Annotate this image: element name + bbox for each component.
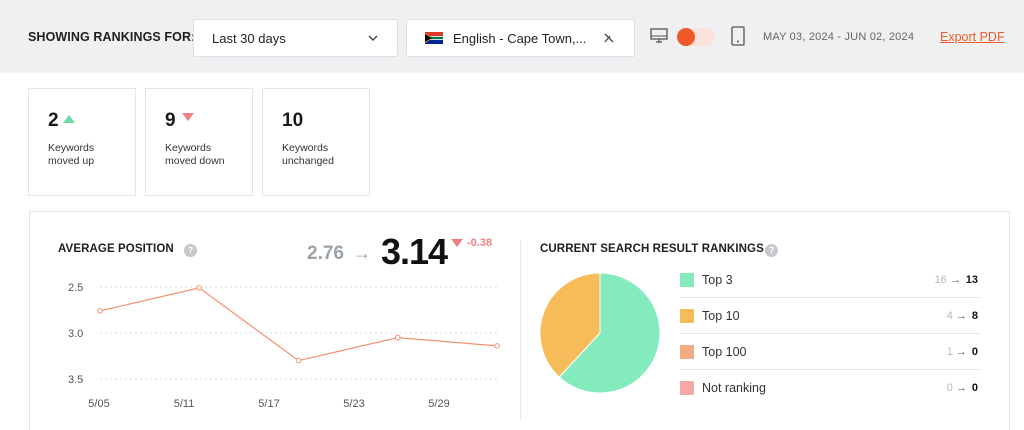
legend-swatch — [680, 381, 694, 395]
series-line — [99, 287, 498, 362]
legend-row-top10: Top 10 4 → 8 — [680, 298, 980, 334]
x-tick-label: 5/05 — [88, 398, 109, 410]
date-range: MAY 03, 2024 - JUN 02, 2024 — [763, 31, 915, 43]
x-tick-label: 5/23 — [343, 398, 364, 410]
average-position-title: AVERAGE POSITION — [58, 243, 174, 255]
stat-card-moved-up: 2 Keywords moved up — [28, 88, 136, 196]
locale-select[interactable]: English - Cape Town,... — [406, 19, 635, 57]
legend-values: 4 → 8 — [946, 310, 978, 322]
help-icon[interactable]: ? — [765, 244, 778, 257]
period-value: Last 30 days — [212, 30, 286, 46]
toggle-knob — [677, 28, 695, 46]
average-position-chart: 2.5 3.0 3.5 5/05 5/11 5/17 5/23 5/29 — [68, 282, 500, 410]
x-tick-label: 5/17 — [258, 398, 279, 410]
data-point — [97, 308, 103, 314]
legend-label: Top 100 — [702, 345, 747, 359]
pie-slice-top-3 — [558, 272, 661, 394]
legend-swatch — [680, 273, 694, 287]
export-pdf-link[interactable]: Export PDF — [940, 30, 1005, 44]
stat-card-moved-down: 9 Keywords moved down — [145, 88, 253, 196]
arrow-right-icon: → — [353, 243, 371, 263]
south-africa-flag-icon — [425, 32, 443, 44]
legend-values: 16 → 13 — [934, 274, 979, 286]
period-select[interactable]: Last 30 days — [193, 19, 398, 57]
filter-label: SHOWING RANKINGS FOR: — [28, 30, 196, 44]
trend-up-icon — [63, 115, 75, 123]
y-tick-label: 3.0 — [68, 328, 83, 340]
x-tick-label: 5/29 — [428, 398, 449, 410]
legend-values: 1 → 0 — [946, 346, 978, 358]
legend-swatch — [680, 345, 694, 359]
trend-down-icon — [451, 239, 463, 247]
stat-label: Keywords unchanged — [282, 142, 334, 167]
tablet-icon[interactable] — [731, 26, 745, 46]
legend-label: Not ranking — [702, 381, 766, 395]
panel-divider — [520, 240, 521, 420]
pie-slice-top-10 — [539, 272, 601, 378]
x-tick-label: 5/11 — [174, 398, 195, 410]
stat-label: Keywords moved up — [48, 142, 95, 167]
legend-label: Top 10 — [702, 309, 740, 323]
legend-row-not-ranking: Not ranking 0 → 0 — [680, 370, 980, 406]
stat-value: 2 — [48, 110, 59, 131]
stat-label: Keywords moved down — [165, 142, 225, 167]
stat-value: 9 — [165, 110, 176, 131]
desktop-icon[interactable] — [650, 27, 668, 45]
help-icon[interactable]: ? — [184, 244, 197, 257]
legend-row-top3: Top 3 16 → 13 — [680, 262, 980, 298]
stat-value: 10 — [282, 110, 304, 131]
legend-swatch — [680, 309, 694, 323]
legend-label: Top 3 — [702, 273, 733, 287]
clear-icon[interactable] — [602, 31, 616, 45]
average-position-from: 2.76 — [307, 243, 344, 264]
legend-values: 0 → 0 — [946, 382, 978, 394]
data-point — [494, 343, 500, 349]
device-toggle[interactable] — [677, 28, 715, 46]
current-rankings-title: CURRENT SEARCH RESULT RANKINGS — [540, 243, 764, 255]
rankings-panel: AVERAGE POSITION ? 2.76 → 3.14 -0.38 2.5… — [29, 211, 1010, 430]
y-tick-label: 2.5 — [68, 282, 83, 294]
y-tick-label: 3.5 — [68, 374, 83, 386]
data-point — [196, 285, 203, 291]
data-point — [295, 357, 302, 364]
filter-bar: SHOWING RANKINGS FOR: Last 30 days Engli… — [0, 0, 1024, 73]
chevron-down-icon — [368, 35, 378, 41]
average-position-delta: -0.38 — [467, 237, 493, 249]
stat-card-unchanged: 10 Keywords unchanged — [262, 88, 370, 196]
data-point — [394, 334, 401, 341]
rankings-pie-chart — [539, 272, 661, 394]
locale-value: English - Cape Town,... — [453, 30, 587, 46]
legend-row-top100: Top 100 1 → 0 — [680, 334, 980, 370]
trend-down-icon — [182, 113, 194, 121]
average-position-to: 3.14 — [381, 231, 448, 272]
